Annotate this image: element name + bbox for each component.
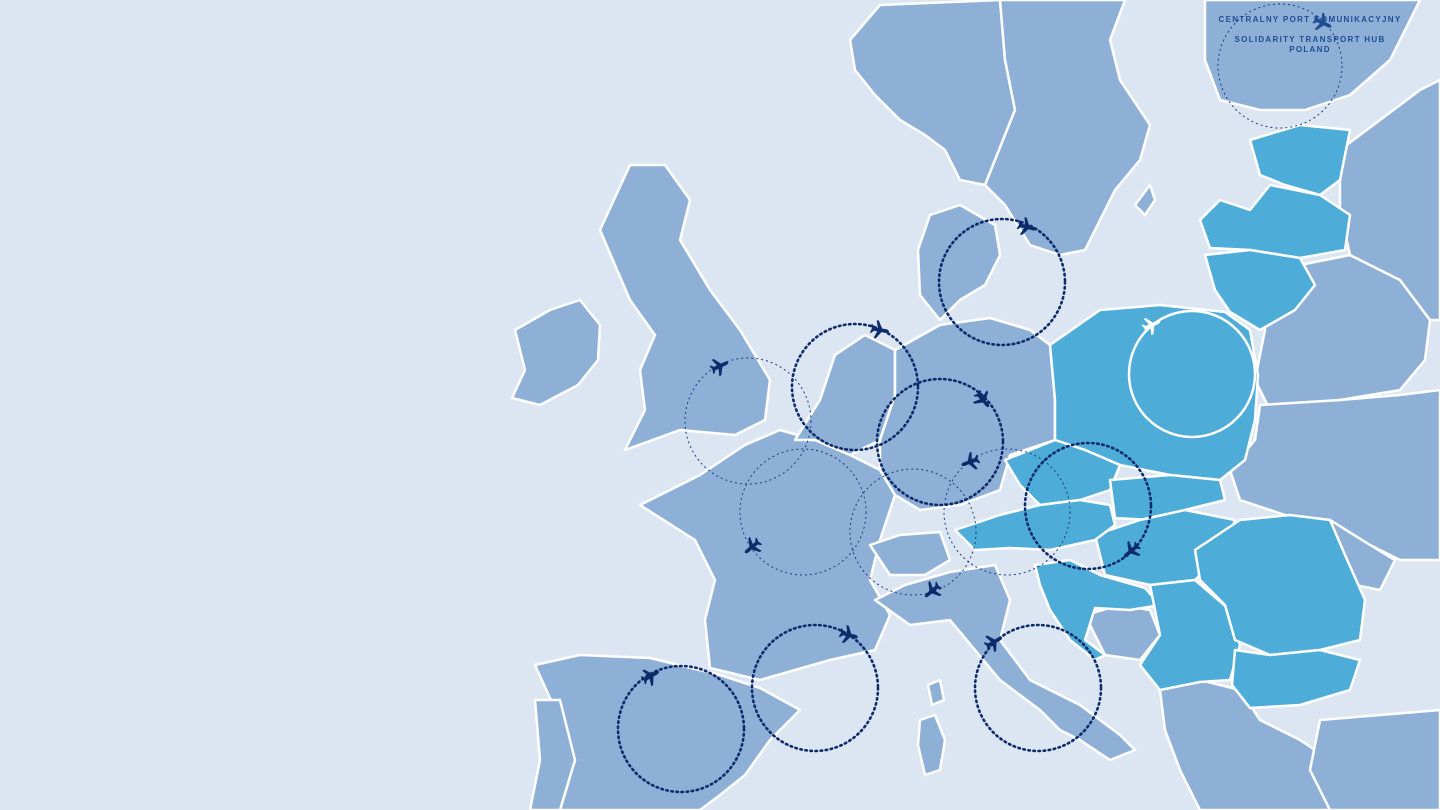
flight-ring-czechia xyxy=(1023,441,1153,571)
flight-rings xyxy=(616,3,1343,794)
country-czechia xyxy=(1003,438,1122,507)
country-finland xyxy=(1203,0,1422,112)
country-ireland xyxy=(510,298,602,407)
country-slovakia xyxy=(1108,473,1227,522)
country-portugal xyxy=(528,698,577,810)
island-corsica xyxy=(926,678,946,707)
country-serbia xyxy=(1138,578,1242,692)
flight-ring-germany xyxy=(875,377,1005,507)
country-turkey xyxy=(1308,708,1440,810)
brand-name-en-line1: SOLIDARITY TRANSPORT HUB xyxy=(1234,35,1386,44)
brand-logo: CENTRALNY PORT KOMUNIKACYJNY SOLIDARITY … xyxy=(1210,15,1410,55)
country-latvia xyxy=(1198,183,1352,260)
brand-name-en-line2: POLAND xyxy=(1289,45,1331,54)
flight-ring-uk xyxy=(684,357,812,485)
flight-ring-france xyxy=(739,448,867,576)
country-estonia xyxy=(1248,123,1352,197)
country-austria xyxy=(953,498,1117,552)
logo-plane-icon xyxy=(1312,12,1332,31)
country-switzerland xyxy=(868,530,952,577)
country-romania xyxy=(1193,513,1367,657)
flight-ring-denmark xyxy=(937,217,1067,347)
hub-ring-poland xyxy=(1127,309,1257,439)
country-bulgaria xyxy=(1230,648,1362,710)
country-sweden xyxy=(983,0,1152,257)
country-italy xyxy=(873,563,1137,762)
island-sardinia xyxy=(916,713,947,777)
country-slovenia-croatia xyxy=(1033,558,1162,662)
country-united-kingdom xyxy=(598,163,772,452)
flight-ring-italy xyxy=(973,623,1103,753)
brand-name-pl: CENTRALNY PORT KOMUNIKACYJNY xyxy=(1218,15,1402,24)
island-gotland xyxy=(1133,183,1157,217)
flight-ring-netherlands xyxy=(790,322,920,452)
flight-ring-spain xyxy=(616,664,746,794)
country-germany xyxy=(878,316,1057,512)
country-lithuania xyxy=(1203,248,1317,332)
flight-ring-finland xyxy=(1217,3,1343,129)
flight-ring-switzerland xyxy=(849,468,977,596)
flight-ring-south-france xyxy=(750,623,880,753)
flight-ring-austria xyxy=(943,448,1071,576)
